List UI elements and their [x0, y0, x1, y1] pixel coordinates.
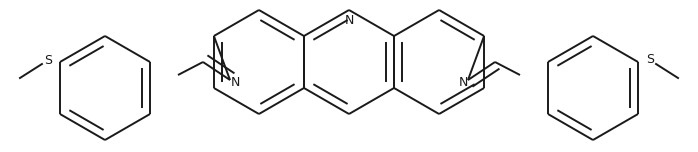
Text: N: N	[344, 14, 354, 26]
Text: N: N	[230, 76, 239, 90]
Text: S: S	[646, 54, 654, 66]
Text: N: N	[459, 76, 468, 90]
Text: S: S	[44, 54, 52, 67]
